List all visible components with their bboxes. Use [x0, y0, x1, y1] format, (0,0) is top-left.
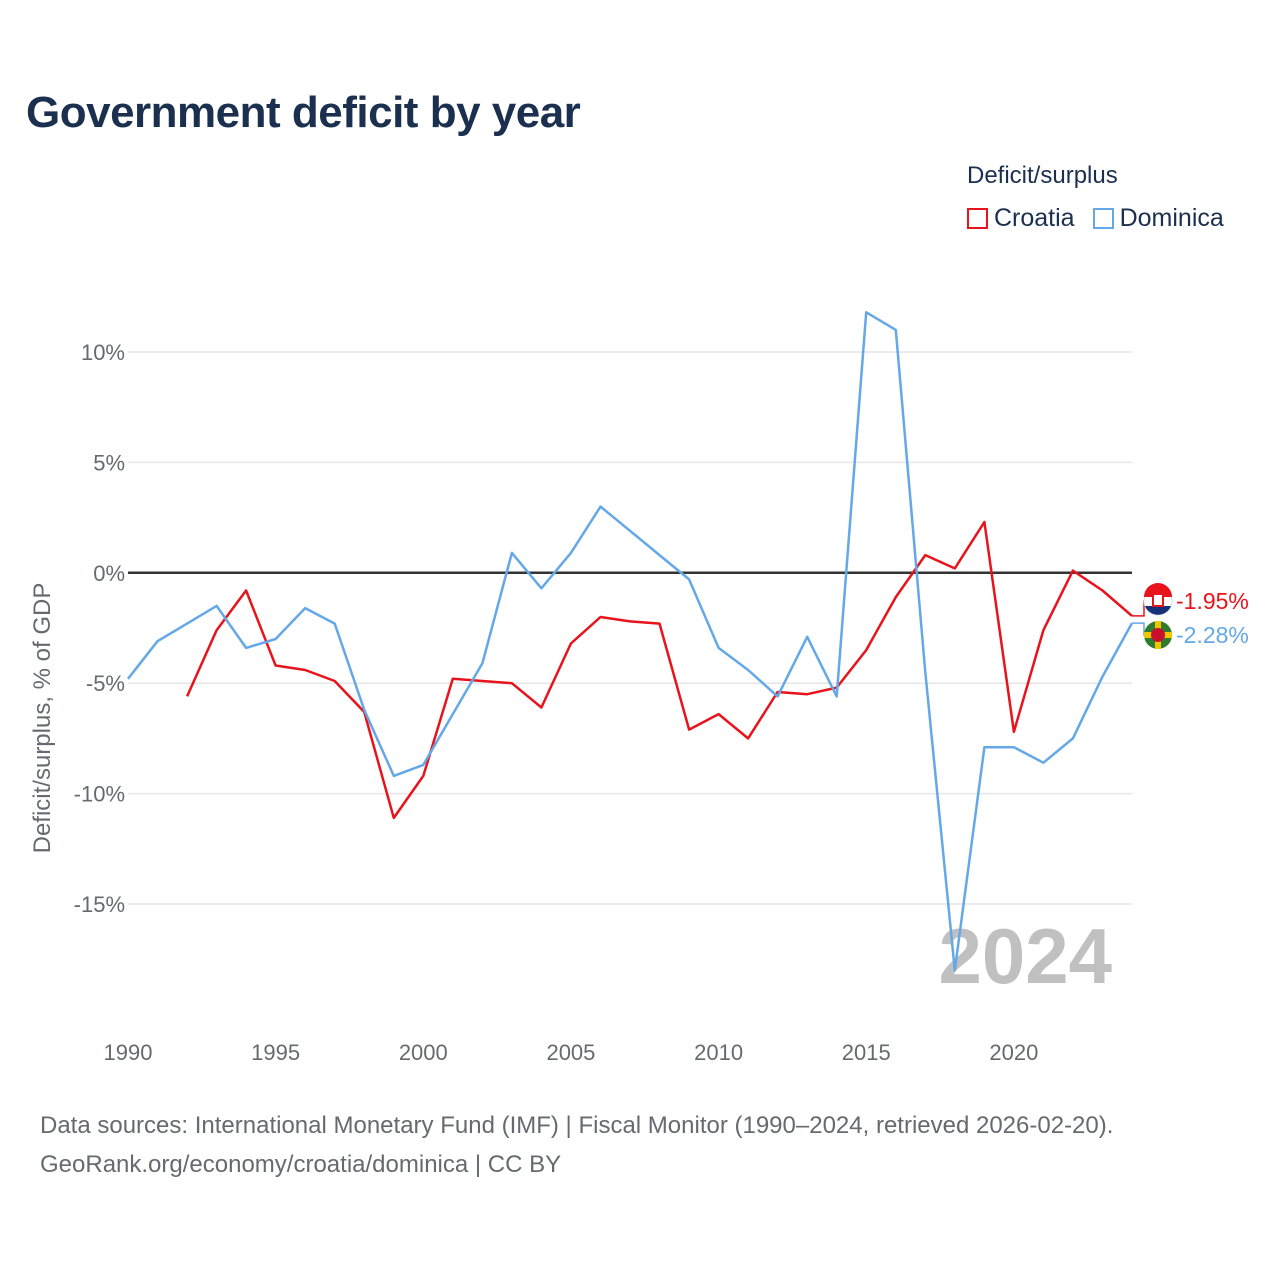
footer-sources: Data sources: International Monetary Fun… [40, 1112, 1114, 1139]
chart-title: Government deficit by year [26, 88, 581, 137]
series-line-dominica [127, 311, 1134, 972]
y-tick-label: -10% [74, 782, 125, 807]
y-tick-label: -5% [86, 671, 125, 696]
end-label-dominica: -2.28% [1176, 622, 1249, 648]
legend: Croatia Dominica [967, 204, 1242, 233]
flag-stripe-blue [1145, 606, 1171, 615]
legend-item-croatia[interactable]: Croatia [967, 204, 1075, 233]
legend-swatch-croatia [967, 208, 988, 229]
y-axis-label: Deficit/surplus, % of GDP [29, 583, 56, 854]
y-tick-label: 0% [93, 561, 125, 586]
x-tick-label: 2010 [694, 1040, 743, 1065]
legend-label-dominica: Dominica [1119, 204, 1224, 232]
flag-disc [1151, 628, 1165, 642]
y-tick-label: 5% [93, 450, 125, 475]
legend-title: Deficit/surplus [967, 162, 1118, 189]
x-tick-label: 2020 [989, 1040, 1038, 1065]
x-tick-label: 1995 [251, 1040, 300, 1065]
flag-coat-of-arms [1152, 593, 1164, 607]
legend-label-croatia: Croatia [994, 204, 1075, 232]
year-watermark: 2024 [938, 912, 1112, 1000]
y-tick-label: -15% [74, 892, 125, 917]
x-tick-label: 2000 [399, 1040, 448, 1065]
series-line-croatia [185, 520, 1133, 820]
x-tick-label: 1990 [104, 1040, 153, 1065]
end-label-croatia: -1.95% [1176, 588, 1249, 614]
x-tick-label: 2005 [546, 1040, 595, 1065]
footer: Data sources: International Monetary Fun… [40, 1106, 1113, 1184]
x-tick-label: 2015 [842, 1040, 891, 1065]
y-tick-label: 10% [81, 340, 125, 365]
legend-swatch-dominica [1092, 208, 1114, 229]
flag-stripe-red [1144, 583, 1172, 597]
legend-item-dominica[interactable]: Dominica [1092, 204, 1224, 233]
footer-attribution[interactable]: GeoRank.org/economy/croatia/dominica | C… [40, 1151, 562, 1178]
